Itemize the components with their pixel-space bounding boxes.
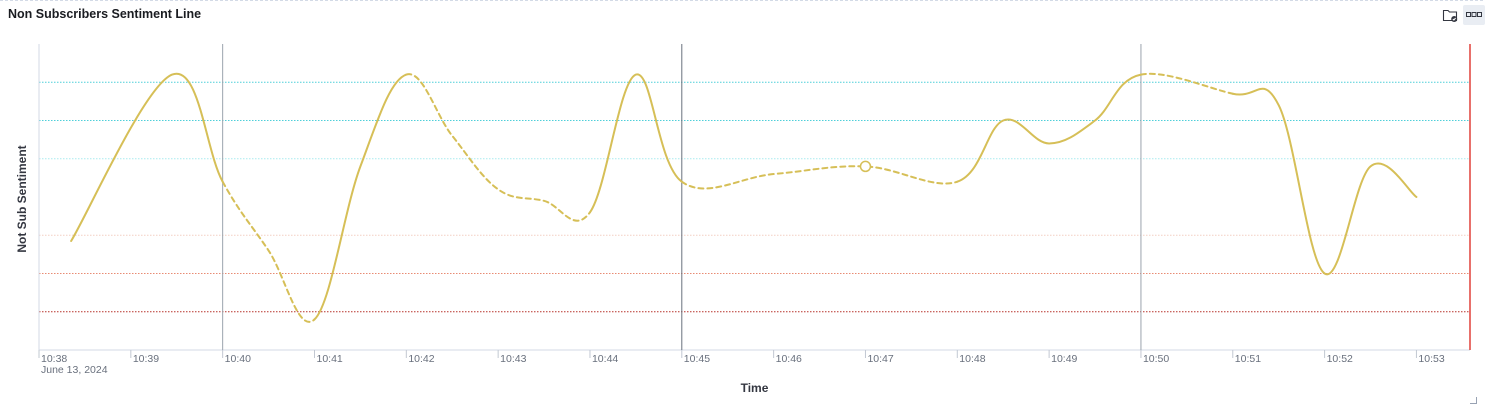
- x-tick-label: 10:51: [1235, 353, 1261, 365]
- series-line-dashed-segment: [221, 180, 316, 323]
- x-tick-label: 10:38: [41, 353, 67, 365]
- resize-handle[interactable]: [1470, 397, 1477, 404]
- x-axis-title: Time: [741, 381, 769, 395]
- x-tick-label: 10:45: [684, 353, 710, 365]
- ellipsis-icon: [1466, 12, 1482, 17]
- series-line-dashed-segment: [1139, 72, 1234, 95]
- data-point-marker: [859, 160, 872, 173]
- options-button[interactable]: [1463, 5, 1485, 25]
- series-line-segment: [1231, 87, 1418, 276]
- x-tick-label: 10:40: [225, 353, 251, 365]
- series-line-segment: [313, 73, 408, 321]
- x-tick-label: 10:41: [316, 353, 342, 365]
- x-tick-label: 10:46: [776, 353, 802, 365]
- x-tick-label: 10:48: [959, 353, 985, 365]
- series-line-dashed-segment: [405, 73, 591, 222]
- x-tick-label: 10:44: [592, 353, 618, 365]
- series-line-dashed-segment: [680, 165, 959, 190]
- x-tick-label: 10:39: [133, 353, 159, 365]
- x-tick-label: 10:50: [1143, 353, 1169, 365]
- series-line-segment: [956, 73, 1142, 183]
- x-tick-label: 10:47: [867, 353, 893, 365]
- y-axis-title: Not Sub Sentiment: [15, 145, 29, 252]
- x-tick-label: 10:52: [1327, 353, 1353, 365]
- panel-header: Non Subscribers Sentiment Line: [0, 1, 1485, 29]
- panel-title: Non Subscribers Sentiment Line: [8, 7, 202, 21]
- x-tick-label: 10:42: [408, 353, 434, 365]
- x-tick-label: 10:53: [1418, 353, 1444, 365]
- folder-check-icon[interactable]: [1440, 5, 1460, 25]
- x-date-label: June 13, 2024: [41, 364, 108, 376]
- x-tick-label: 10:49: [1051, 353, 1077, 365]
- series-line-segment: [70, 72, 224, 242]
- x-tick-label: 10:43: [500, 353, 526, 365]
- series-line-segment: [588, 73, 683, 214]
